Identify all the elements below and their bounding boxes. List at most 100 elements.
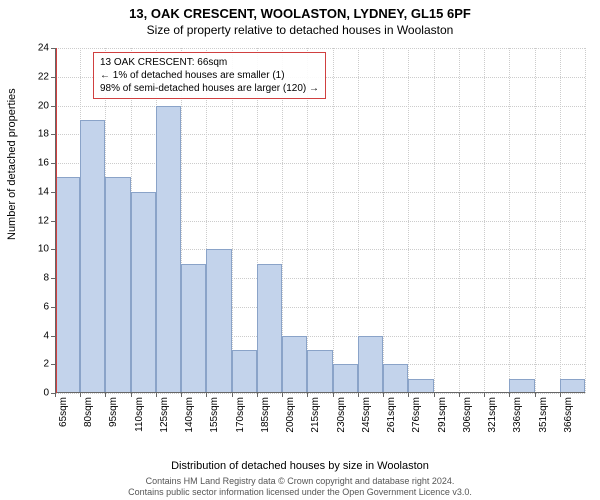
y-tick-label: 20 — [38, 100, 49, 111]
y-tick-label: 16 — [38, 158, 49, 169]
y-tick-label: 18 — [38, 129, 49, 140]
footer-line-2: Contains public sector information licen… — [0, 487, 600, 498]
x-tick-mark — [408, 393, 409, 397]
y-tick-label: 2 — [43, 359, 49, 370]
gridline-v — [232, 48, 233, 393]
chart-footer: Contains HM Land Registry data © Crown c… — [0, 476, 600, 498]
x-tick-mark — [156, 393, 157, 397]
x-tick-mark — [80, 393, 81, 397]
gridline-v — [307, 48, 308, 393]
gridline-h — [55, 134, 585, 135]
gridline-v — [509, 48, 510, 393]
x-tick-label: 80sqm — [83, 397, 94, 427]
histogram-bar — [333, 364, 358, 393]
x-tick-label: 140sqm — [184, 397, 195, 433]
x-tick-mark — [560, 393, 561, 397]
x-tick-label: 200sqm — [285, 397, 296, 433]
y-tick-label: 8 — [43, 273, 49, 284]
chart-subtitle: Size of property relative to detached ho… — [0, 21, 600, 37]
x-tick-mark — [181, 393, 182, 397]
histogram-bar — [80, 120, 105, 393]
y-tick-label: 22 — [38, 71, 49, 82]
gridline-v — [408, 48, 409, 393]
x-tick-label: 245sqm — [361, 397, 372, 433]
footer-line-1: Contains HM Land Registry data © Crown c… — [0, 476, 600, 487]
histogram-bar — [383, 364, 408, 393]
x-tick-label: 351sqm — [538, 397, 549, 433]
x-tick-mark — [333, 393, 334, 397]
y-tick-label: 12 — [38, 215, 49, 226]
callout-line-3: 98% of semi-detached houses are larger (… — [100, 82, 319, 95]
gridline-h — [55, 393, 585, 394]
x-tick-mark — [55, 393, 56, 397]
histogram-bar — [55, 177, 80, 393]
x-tick-label: 261sqm — [386, 397, 397, 433]
callout-line-2: ← 1% of detached houses are smaller (1) — [100, 69, 319, 82]
gridline-h — [55, 106, 585, 107]
x-tick-label: 366sqm — [563, 397, 574, 433]
gridline-v — [585, 48, 586, 393]
y-axis-label: Number of detached properties — [6, 88, 18, 240]
gridline-v — [535, 48, 536, 393]
histogram-bar — [408, 379, 433, 393]
chart-title: 13, OAK CRESCENT, WOOLASTON, LYDNEY, GL1… — [0, 0, 600, 21]
x-tick-mark — [383, 393, 384, 397]
x-tick-label: 125sqm — [159, 397, 170, 433]
x-tick-mark — [307, 393, 308, 397]
gridline-v — [459, 48, 460, 393]
y-tick-label: 6 — [43, 301, 49, 312]
gridline-h — [55, 48, 585, 49]
x-tick-label: 170sqm — [235, 397, 246, 433]
plot-area: 02468101214161820222465sqm80sqm95sqm110s… — [55, 48, 585, 393]
x-tick-mark — [484, 393, 485, 397]
x-tick-label: 95sqm — [108, 397, 119, 427]
histogram-bar — [156, 106, 181, 394]
x-axis-label: Distribution of detached houses by size … — [0, 460, 600, 472]
x-tick-mark — [131, 393, 132, 397]
x-tick-mark — [358, 393, 359, 397]
x-tick-label: 155sqm — [209, 397, 220, 433]
x-tick-label: 230sqm — [336, 397, 347, 433]
y-tick-label: 10 — [38, 244, 49, 255]
histogram-bar — [307, 350, 332, 393]
gridline-h — [55, 163, 585, 164]
x-tick-mark — [459, 393, 460, 397]
x-tick-mark — [509, 393, 510, 397]
y-tick-label: 0 — [43, 388, 49, 399]
x-tick-mark — [282, 393, 283, 397]
y-tick-label: 14 — [38, 186, 49, 197]
callout-line-1: 13 OAK CRESCENT: 66sqm — [100, 56, 319, 69]
x-axis-line — [55, 392, 585, 393]
y-tick-label: 24 — [38, 43, 49, 54]
y-tick-label: 4 — [43, 330, 49, 341]
x-tick-label: 291sqm — [437, 397, 448, 433]
histogram-bar — [232, 350, 257, 393]
x-tick-label: 215sqm — [310, 397, 321, 433]
x-tick-mark — [434, 393, 435, 397]
x-tick-label: 321sqm — [487, 397, 498, 433]
x-tick-mark — [535, 393, 536, 397]
x-tick-mark — [105, 393, 106, 397]
histogram-bar — [131, 192, 156, 393]
x-tick-label: 110sqm — [134, 397, 145, 432]
property-marker-line — [56, 48, 57, 393]
histogram-bar — [358, 336, 383, 394]
histogram-bar — [181, 264, 206, 393]
gridline-v — [560, 48, 561, 393]
gridline-v — [333, 48, 334, 393]
x-tick-mark — [232, 393, 233, 397]
histogram-bar — [560, 379, 585, 393]
x-tick-label: 65sqm — [58, 397, 69, 427]
gridline-v — [434, 48, 435, 393]
gridline-v — [383, 48, 384, 393]
histogram-bar — [282, 336, 307, 394]
histogram-bar — [105, 177, 130, 393]
x-tick-label: 306sqm — [462, 397, 473, 433]
x-tick-mark — [206, 393, 207, 397]
x-tick-label: 336sqm — [512, 397, 523, 433]
callout-box: 13 OAK CRESCENT: 66sqm← 1% of detached h… — [93, 52, 326, 99]
histogram-bar — [509, 379, 534, 393]
chart-container: 13, OAK CRESCENT, WOOLASTON, LYDNEY, GL1… — [0, 0, 600, 500]
x-tick-label: 276sqm — [411, 397, 422, 433]
histogram-bar — [257, 264, 282, 393]
